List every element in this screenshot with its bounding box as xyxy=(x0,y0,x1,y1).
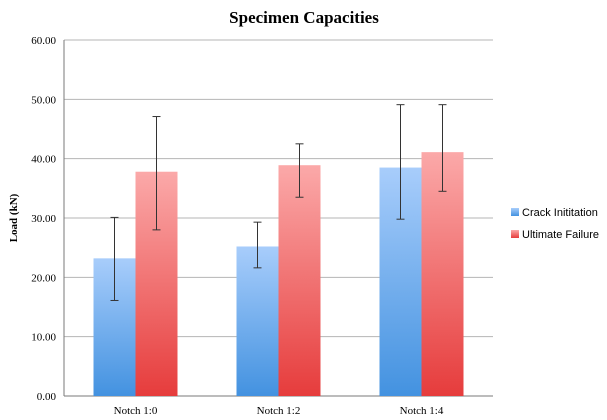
bar xyxy=(278,165,321,396)
y-tick-label: 20.00 xyxy=(31,272,56,284)
y-tick-label: 60.00 xyxy=(31,35,56,47)
chart-title: Specimen Capacities xyxy=(229,8,379,27)
y-axis-label: Load (kN) xyxy=(8,193,20,242)
y-tick-label: 50.00 xyxy=(31,94,56,106)
x-tick-label: Notch 1:2 xyxy=(257,405,301,417)
error-bars xyxy=(110,104,447,301)
bars xyxy=(93,152,464,396)
x-tick-label: Notch 1:4 xyxy=(400,405,444,417)
y-tick-label: 40.00 xyxy=(31,154,56,166)
legend-swatch xyxy=(511,230,519,238)
legend-swatch xyxy=(511,208,519,216)
legend: Crack Inititation Ultimate Failure xyxy=(511,207,599,241)
y-tick-labels: 0.00 10.00 20.00 30.00 40.00 50.00 60.00 xyxy=(31,35,56,403)
legend-label: Ultimate Failure xyxy=(522,229,599,241)
y-tick-label: 0.00 xyxy=(37,391,57,403)
bar xyxy=(421,152,464,396)
y-tick-label: 30.00 xyxy=(31,213,56,225)
y-tick-label: 10.00 xyxy=(31,332,56,344)
legend-label: Crack Inititation xyxy=(522,207,598,219)
x-tick-label: Notch 1:0 xyxy=(114,405,158,417)
bar xyxy=(236,246,279,396)
x-tick-labels: Notch 1:0 Notch 1:2 Notch 1:4 xyxy=(114,405,444,417)
